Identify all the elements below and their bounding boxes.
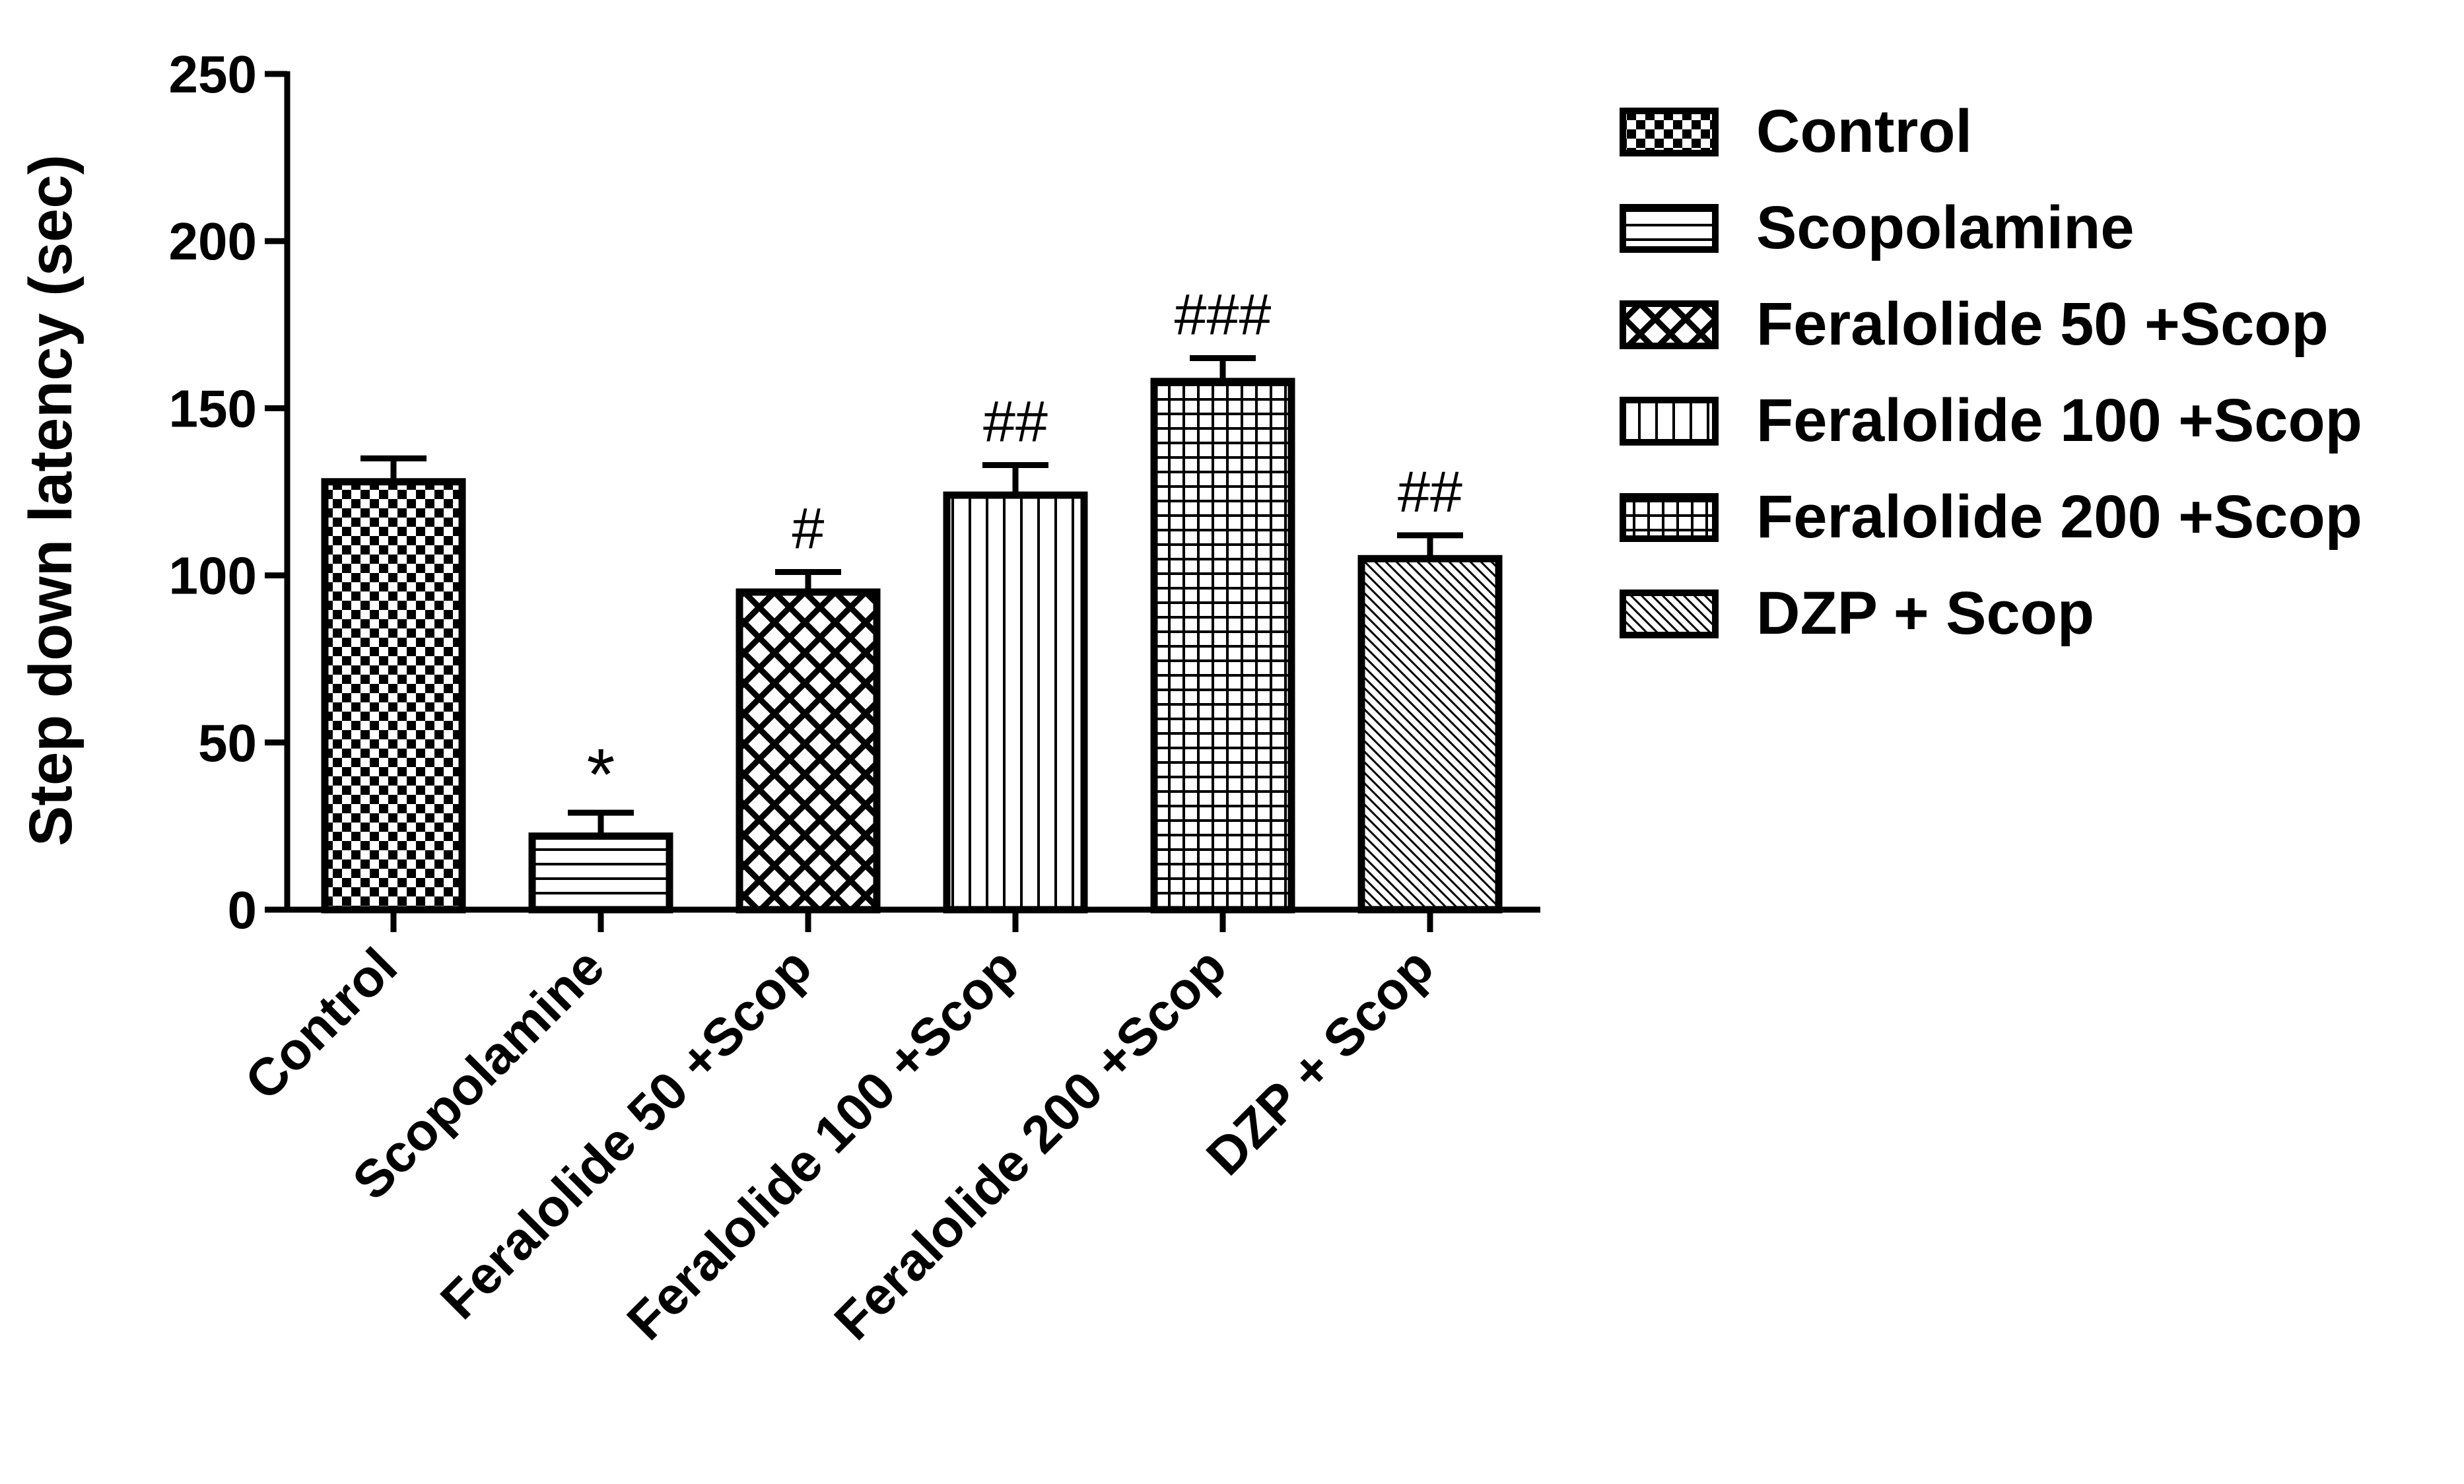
x-tick-label: Feralolide 200 +Scop: [823, 937, 1237, 1351]
bar: [1357, 555, 1503, 914]
legend-swatch: [1620, 493, 1719, 542]
bar: [528, 832, 673, 914]
bar: [1150, 378, 1295, 914]
legend-label: Feralolide 50 +Scop: [1756, 290, 2329, 358]
y-tick-label: 200: [169, 212, 257, 271]
legend-swatch: [1620, 300, 1719, 349]
significance-label: *: [587, 734, 615, 815]
legend-label: Feralolide 100 +Scop: [1756, 387, 2362, 454]
y-tick-label: 0: [228, 881, 257, 939]
significance-label: #: [792, 496, 825, 561]
significance-label: ###: [1175, 281, 1272, 347]
y-tick-label: 250: [169, 45, 257, 104]
legend-swatch: [1620, 108, 1719, 156]
legend: Control Scopolamine Feralolide 50 +Scop Fer…: [1620, 98, 2362, 647]
significance-label: ##: [1398, 459, 1462, 524]
bar: [736, 588, 881, 914]
legend-swatch: [1620, 590, 1719, 638]
y-tick-label: 150: [169, 379, 257, 438]
bar: [321, 478, 466, 914]
y-tick-label: 100: [169, 547, 257, 605]
legend-swatch: [1620, 397, 1719, 446]
legend-label: Control: [1756, 98, 1972, 165]
legend-swatch: [1620, 204, 1719, 253]
x-tick-label: Feralolide 100 +Scop: [616, 937, 1030, 1351]
bar: [943, 491, 1088, 914]
y-tick-label: 50: [198, 714, 257, 772]
significance-label: ##: [983, 388, 1048, 454]
legend-label: Feralolide 200 +Scop: [1756, 483, 2362, 551]
x-tick-label: Control: [234, 937, 408, 1111]
legend-label: Scopolamine: [1756, 194, 2135, 261]
legend-label: DZP + Scop: [1756, 580, 2094, 647]
y-axis-title: Step down latency (sec): [17, 154, 85, 846]
x-tick-label: Feralolide 50 +Scop: [429, 937, 823, 1330]
plot-area: 050100150200250Control*Scopolamine#Feral…: [169, 45, 1540, 1351]
